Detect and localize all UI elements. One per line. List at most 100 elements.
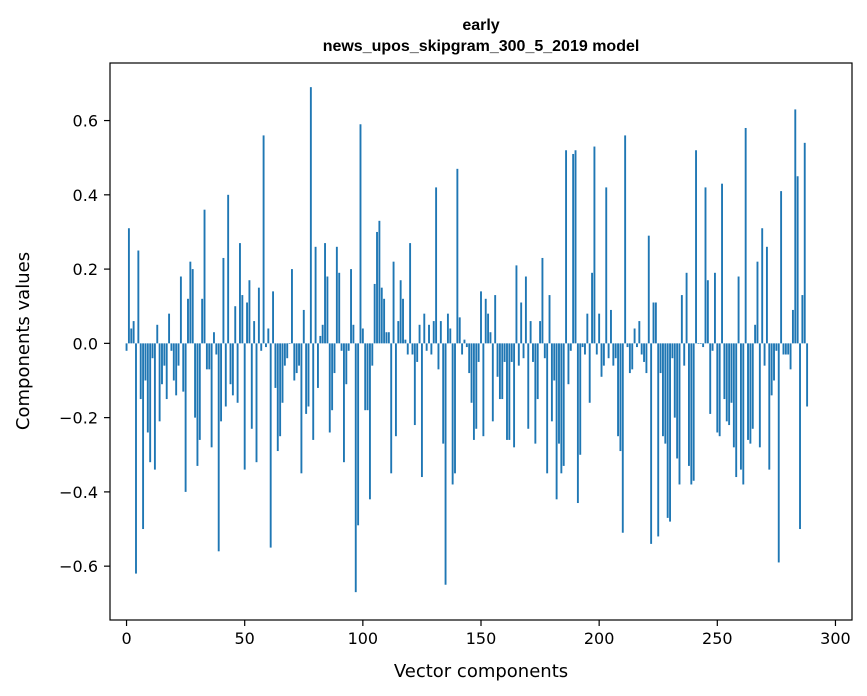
bar-11 [151, 343, 154, 359]
bar-125 [420, 343, 423, 478]
bar-139 [454, 343, 456, 474]
bar-86 [328, 343, 331, 433]
bar-119 [406, 343, 409, 355]
bar-9 [146, 343, 149, 433]
bar-89 [335, 246, 338, 344]
bar-241 [695, 150, 697, 344]
bar-83 [321, 324, 324, 344]
bar-138 [451, 343, 454, 485]
bar-26 [187, 298, 189, 344]
x-tick-label: 150 [466, 629, 497, 648]
bar-149 [477, 343, 480, 362]
bar-260 [739, 343, 742, 470]
bar-169 [524, 276, 527, 344]
bar-262 [744, 127, 747, 344]
bar-191 [576, 343, 579, 504]
bar-70 [291, 269, 293, 344]
bar-97 [354, 343, 357, 593]
y-tick-label: −0.2 [59, 409, 98, 428]
bar-46 [234, 306, 237, 344]
bar-208 [617, 343, 619, 437]
bar-126 [423, 313, 426, 344]
bar-172 [532, 343, 534, 362]
bar-105 [373, 283, 376, 344]
bar-198 [593, 146, 596, 344]
bar-276 [777, 343, 780, 563]
bar-91 [340, 343, 343, 351]
bar-64 [276, 343, 279, 452]
bar-257 [732, 343, 735, 448]
x-tick-label: 250 [702, 629, 733, 648]
bar-239 [690, 343, 693, 485]
bar-192 [579, 343, 582, 455]
bar-82 [319, 335, 322, 344]
bar-160 [503, 343, 506, 362]
bar-66 [281, 343, 284, 403]
bar-258 [735, 343, 738, 478]
bar-233 [676, 343, 679, 459]
bar-152 [484, 298, 487, 344]
bar-161 [506, 343, 508, 440]
bar-58 [262, 135, 265, 344]
bar-96 [352, 324, 355, 344]
bar-205 [610, 309, 612, 344]
bar-227 [662, 343, 664, 437]
bar-254 [725, 343, 728, 422]
bar-174 [536, 343, 539, 400]
bar-67 [283, 343, 286, 366]
bar-236 [683, 343, 686, 366]
y-tick-label: 0.4 [73, 186, 98, 205]
bar-94 [347, 343, 350, 351]
bar-215 [633, 328, 636, 344]
bar-269 [761, 228, 764, 344]
bar-153 [487, 313, 490, 344]
bar-187 [567, 343, 570, 385]
bar-92 [343, 343, 345, 463]
bar-212 [626, 343, 629, 348]
bar-137 [449, 328, 452, 344]
bar-193 [581, 343, 584, 348]
bar-176 [541, 257, 544, 344]
bar-73 [298, 343, 300, 366]
bar-45 [231, 343, 234, 396]
x-tick-label: 300 [820, 629, 851, 648]
bar-23 [179, 276, 182, 344]
bar-273 [770, 343, 773, 396]
bar-84 [324, 243, 326, 344]
bar-195 [586, 313, 589, 344]
bar-163 [510, 343, 513, 362]
bar-277 [780, 191, 783, 344]
bar-183 [558, 343, 560, 444]
bar-74 [300, 343, 303, 474]
bar-146 [470, 343, 473, 403]
bar-80 [314, 246, 317, 344]
bar-32 [201, 298, 204, 344]
bar-232 [673, 343, 676, 418]
bar-256 [730, 343, 733, 403]
bar-221 [647, 235, 650, 344]
bar-7 [142, 343, 145, 530]
bar-214 [631, 343, 634, 370]
bar-173 [534, 343, 537, 444]
bar-20 [172, 343, 175, 381]
bar-248 [711, 343, 714, 351]
bar-171 [529, 321, 532, 344]
bar-62 [272, 291, 274, 344]
bar-283 [794, 109, 797, 344]
bar-115 [397, 321, 400, 344]
bar-110 [385, 332, 388, 344]
bar-162 [508, 343, 511, 440]
bar-87 [331, 343, 334, 411]
bar-104 [371, 343, 374, 366]
bar-102 [366, 343, 369, 411]
bar-234 [678, 343, 681, 485]
bar-203 [605, 187, 608, 344]
bar-69 [288, 343, 291, 344]
bar-108 [380, 287, 383, 344]
bar-43 [227, 194, 230, 344]
bar-245 [704, 187, 707, 344]
bar-206 [612, 343, 615, 366]
bar-247 [709, 343, 712, 414]
bar-101 [364, 343, 367, 411]
bar-166 [517, 343, 520, 366]
